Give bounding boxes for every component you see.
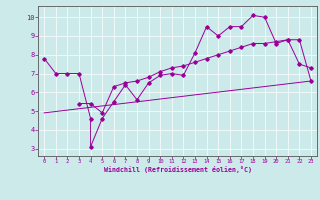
X-axis label: Windchill (Refroidissement éolien,°C): Windchill (Refroidissement éolien,°C) bbox=[104, 166, 252, 173]
